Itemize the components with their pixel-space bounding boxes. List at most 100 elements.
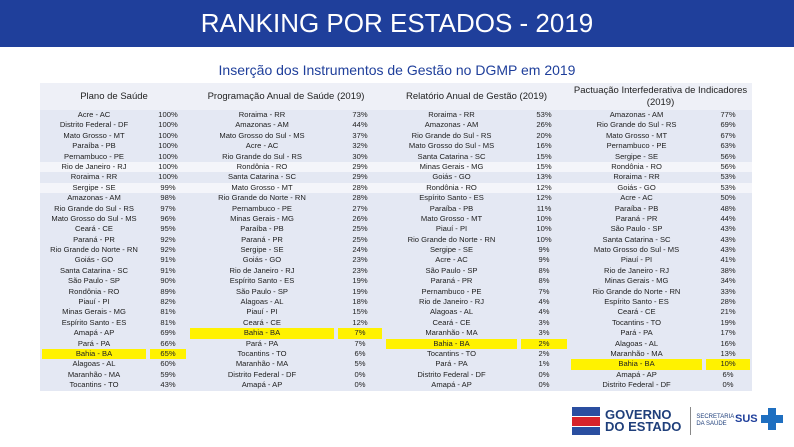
state-percent: 15% [536, 151, 552, 161]
state-percent: 92% [160, 234, 176, 244]
state-percent: 13% [536, 172, 552, 182]
state-name: Minas Gerais - MG [62, 307, 126, 317]
state-name: Espírito Santo - ES [604, 297, 669, 307]
state-percent: 24% [352, 245, 368, 255]
state-name: Alagoas - AL [240, 297, 284, 307]
table-row: Sergipe - SE 99% Mato Grosso - MT 28% Rondôn… [40, 182, 753, 194]
state-name: Mato Grosso do Sul - MS [408, 141, 495, 151]
governo-logo: GOVERNO DO ESTADO SECRETARIA DA SAÚDE [572, 405, 736, 437]
state-percent: 37% [352, 130, 368, 140]
plano-percent-cell: 100% [148, 172, 188, 183]
state-name: São Paulo - SP [425, 265, 478, 275]
state-percent: 95% [160, 224, 176, 234]
state-percent: 43% [720, 245, 736, 255]
state-name: Goiás - GO [617, 182, 656, 192]
state-name: Rio Grande do Norte - RN [592, 286, 681, 296]
state-name: Pernambuco - PE [64, 151, 124, 161]
plano-state-cell: Amazonas - AM Rio Grande do Sul - RS Mato … [40, 193, 148, 391]
state-percent: 0% [354, 380, 366, 390]
pi-state-cell: Goiás - GO [569, 182, 705, 194]
state-name: Sergipe - SE [72, 182, 116, 192]
state-name: Acre - AC [435, 255, 468, 265]
state-percent: 43% [160, 380, 176, 390]
state-name: Roraima - RR [428, 110, 475, 119]
pi-percent-cell: 77% 69% 67% 63% 56% [704, 110, 753, 162]
state-percent: 0% [538, 369, 550, 379]
state-percent: 6% [722, 369, 734, 379]
state-name: Maranhão - MA [67, 369, 121, 379]
rag-percent-cell: 13% [519, 172, 570, 183]
state-percent: 0% [538, 380, 550, 390]
state-percent: 4% [538, 307, 550, 317]
state-percent: 100% [158, 110, 178, 119]
state-name: Rio de Janeiro - RJ [61, 161, 127, 171]
state-name: Pará - PA [435, 359, 468, 369]
state-name: Mato Grosso - MT [231, 182, 293, 192]
sus-logo: SUS [735, 408, 783, 430]
state-percent: 28% [352, 193, 368, 203]
state-name: Santa Catarina - SC [602, 234, 671, 244]
state-percent: 53% [720, 172, 736, 182]
state-percent: 91% [160, 255, 176, 265]
state-percent: 23% [352, 255, 368, 265]
state-percent: 34% [720, 276, 736, 286]
state-percent: 100% [158, 141, 178, 151]
state-name: São Paulo - SP [610, 224, 663, 234]
state-name: Mato Grosso - MT [420, 213, 483, 223]
state-name: Amapá - AP [431, 380, 472, 390]
state-percent: 18% [352, 297, 368, 307]
state-percent: 25% [352, 234, 368, 244]
state-name: Amazonas - AM [235, 120, 289, 130]
state-percent: 77% [720, 110, 736, 119]
state-name: Sergipe - SE [615, 151, 659, 161]
state-name: Distrito Federal - DF [227, 369, 297, 379]
rag-percent-cell: 12% 11% 10% 10% 10% 9% 9% 8% 8% 7% 4% 4% 3% 3% 2% 2% 1% 0… [519, 193, 570, 391]
state-percent: 9% [538, 255, 550, 265]
state-name: Sergipe - SE [429, 245, 474, 255]
state-name: Mato Grosso - MT [63, 130, 125, 140]
state-name: Mato Grosso do Sul - MS [51, 213, 137, 223]
table-row: Rio de Janeiro - RJ 100% Rondônia - RO 29% M… [40, 161, 753, 173]
state-name: Rio de Janeiro - RJ [229, 265, 295, 275]
state-percent: 53% [536, 110, 552, 119]
state-percent: 82% [160, 297, 176, 307]
state-percent: 10% [706, 359, 751, 370]
state-percent: 81% [160, 307, 176, 317]
state-percent: 53% [720, 182, 736, 192]
state-percent: 32% [352, 141, 368, 151]
state-percent: 43% [720, 224, 736, 234]
col-header-pi: Pactuação Interfederativa de Indicadores… [569, 83, 753, 110]
state-name: Paraíba - PB [72, 141, 116, 151]
plano-percent-cell: 100% [148, 161, 188, 173]
logo-divider [690, 407, 692, 435]
state-percent: 12% [536, 182, 552, 192]
table-row: Acre - AC Distrito Federal - DF Mato Gross… [40, 110, 753, 162]
ranking-body: Acre - AC Distrito Federal - DF Mato Gross… [40, 110, 753, 391]
state-percent: 89% [160, 286, 176, 296]
plano-percent-cell: 99% [148, 182, 188, 194]
state-percent: 100% [158, 172, 178, 182]
table-row: Roraima - RR 100% Santa Catarina - SC 29% Go… [40, 172, 753, 183]
state-name: Tocantins - TO [237, 348, 287, 358]
state-percent: 92% [160, 245, 176, 255]
pi-state-cell: Amazonas - AM Rio Grande do Sul - RS Mato … [569, 110, 705, 162]
state-name: Paraná - PR [241, 234, 283, 244]
state-name: Paraná - PR [430, 276, 473, 286]
ranking-table: Plano de Saúde Programação Anual de Saúd… [40, 83, 753, 391]
state-name: Tocantins - TO [426, 348, 477, 358]
page-title: RANKING POR ESTADOS - 2019 [0, 0, 794, 47]
plano-percent-cell: 100% 100% 100% 100% 100% [148, 110, 188, 162]
rag-state-cell: Roraima - RR Amazonas - AM Rio Grande do S… [384, 110, 520, 162]
state-name: Alagoas - AL [72, 359, 116, 369]
state-percent: 69% [160, 328, 176, 338]
state-name: Tocantins - TO [611, 317, 662, 327]
state-percent: 17% [720, 328, 736, 338]
state-percent: 96% [160, 213, 176, 223]
state-name: Mato Grosso do Sul - MS [593, 245, 680, 255]
state-percent: 33% [720, 286, 736, 296]
state-percent: 91% [160, 265, 176, 275]
plano-state-cell: Sergipe - SE [40, 182, 148, 194]
state-percent: 28% [352, 182, 368, 192]
pi-percent-cell: 53% [704, 182, 753, 194]
pi-percent-cell: 53% [704, 172, 753, 183]
